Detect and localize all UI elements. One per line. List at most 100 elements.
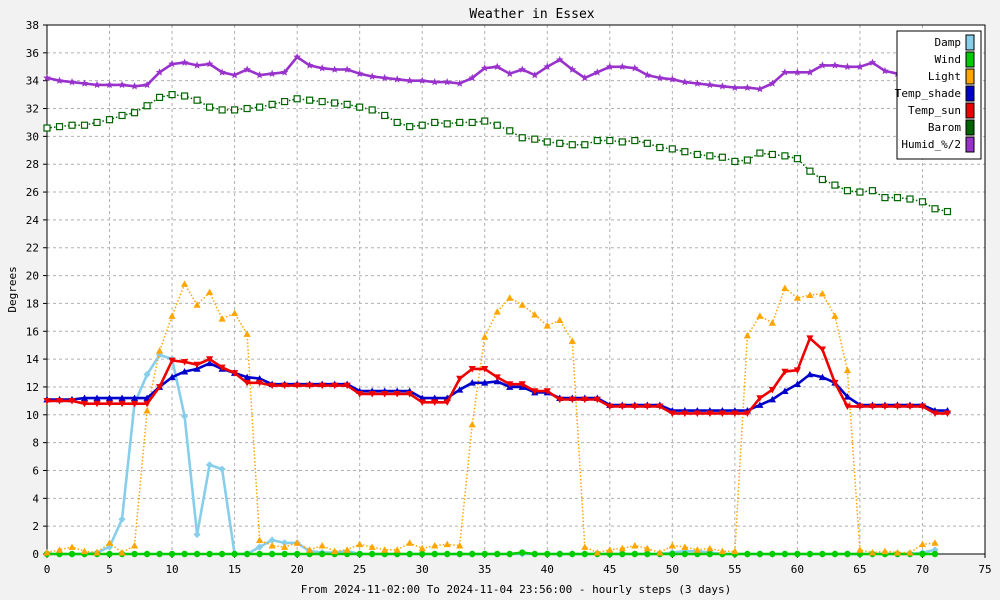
data-point-barom — [881, 194, 889, 202]
data-point-barom — [606, 136, 614, 145]
data-point-light — [155, 347, 164, 354]
data-point-barom — [743, 156, 751, 164]
data-point-humid-2 — [818, 61, 827, 69]
data-point-barom — [568, 141, 576, 149]
data-point-temp-shade — [205, 359, 214, 367]
data-point-temp-shade — [818, 373, 827, 381]
data-point-humid-2 — [505, 69, 514, 77]
data-point-wind — [243, 550, 251, 558]
data-point-barom — [268, 100, 276, 108]
data-point-temp-sun — [843, 403, 852, 411]
data-point-barom — [243, 104, 251, 113]
data-point-barom — [105, 116, 114, 124]
data-point-barom — [118, 111, 126, 120]
data-point-light — [868, 549, 877, 556]
data-point-temp-sun — [468, 365, 476, 373]
data-point-temp-shade — [793, 380, 801, 388]
legend-swatch — [965, 119, 975, 136]
data-point-humid-2 — [793, 68, 802, 76]
data-point-humid-2 — [468, 73, 477, 82]
data-point-damp — [205, 461, 214, 469]
data-point-light — [843, 366, 852, 374]
data-point-light — [468, 420, 476, 428]
y-tick-label: 16 — [26, 325, 39, 338]
data-point-light — [130, 542, 139, 549]
data-point-light — [118, 549, 126, 556]
data-point-temp-sun — [768, 386, 776, 394]
data-point-barom — [456, 118, 464, 127]
data-point-barom — [55, 123, 64, 131]
data-point-temp-shade — [256, 374, 264, 382]
data-point-humid-2 — [430, 78, 439, 86]
data-point-barom — [193, 96, 201, 104]
data-point-wind — [631, 550, 639, 558]
data-point-light — [493, 308, 501, 315]
data-point-light — [356, 540, 364, 548]
data-point-temp-shade — [180, 368, 189, 375]
data-point-barom — [93, 118, 101, 127]
data-point-light — [656, 549, 664, 556]
series-line-wind — [47, 551, 935, 556]
x-tick-label: 30 — [416, 563, 429, 576]
data-point-temp-sun — [856, 403, 864, 411]
data-point-barom — [693, 150, 701, 159]
data-point-temp-sun — [543, 388, 551, 395]
x-tick-label: 10 — [165, 563, 178, 576]
data-point-temp-shade — [418, 394, 426, 401]
data-point-temp-sun — [706, 410, 714, 417]
data-point-humid-2 — [393, 75, 401, 83]
data-point-humid-2 — [243, 65, 251, 73]
data-point-humid-2 — [781, 68, 789, 76]
data-point-wind — [356, 550, 363, 558]
y-tick-label: 22 — [26, 242, 39, 255]
data-point-light — [456, 542, 464, 549]
data-point-barom — [68, 121, 76, 129]
data-point-light — [331, 547, 339, 555]
data-point-barom — [168, 91, 176, 99]
data-point-damp — [256, 543, 264, 551]
data-point-humid-2 — [543, 62, 552, 70]
y-axis-label: Degrees — [6, 266, 19, 312]
y-tick-label: 36 — [26, 47, 39, 60]
data-point-barom — [218, 106, 226, 114]
data-point-wind — [268, 550, 276, 558]
data-point-temp-sun — [193, 361, 201, 369]
data-point-barom — [418, 121, 426, 129]
data-point-barom — [806, 167, 814, 175]
data-point-light — [681, 543, 689, 550]
data-point-light — [93, 549, 101, 556]
data-point-humid-2 — [530, 71, 539, 79]
data-point-light — [631, 542, 639, 549]
data-point-damp — [118, 515, 126, 523]
data-point-barom — [256, 103, 264, 111]
data-point-humid-2 — [643, 71, 652, 79]
x-tick-label: 0 — [44, 563, 51, 576]
data-point-humid-2 — [743, 83, 752, 91]
data-point-light — [693, 546, 701, 553]
legend-swatch — [965, 34, 975, 51]
data-point-temp-sun — [118, 400, 126, 408]
y-tick-label: 14 — [26, 353, 40, 366]
data-point-humid-2 — [255, 71, 264, 79]
data-point-humid-2 — [230, 71, 239, 79]
data-point-temp-sun — [868, 403, 877, 411]
data-point-light — [218, 315, 226, 322]
data-point-wind — [931, 550, 939, 558]
y-tick-label: 10 — [26, 409, 39, 422]
series-light — [43, 280, 939, 556]
data-point-barom — [80, 121, 89, 129]
data-point-temp-shade — [193, 365, 201, 372]
y-tick-label: 12 — [26, 381, 39, 394]
data-point-wind — [844, 550, 851, 558]
data-point-humid-2 — [55, 76, 64, 84]
data-point-damp — [281, 539, 289, 547]
data-point-light — [180, 280, 189, 287]
data-point-barom — [531, 135, 539, 143]
data-point-wind — [819, 550, 826, 558]
data-point-light — [818, 290, 827, 297]
data-point-humid-2 — [168, 59, 176, 68]
data-point-light — [80, 547, 89, 555]
y-tick-label: 28 — [26, 158, 39, 171]
data-point-humid-2 — [631, 64, 639, 72]
